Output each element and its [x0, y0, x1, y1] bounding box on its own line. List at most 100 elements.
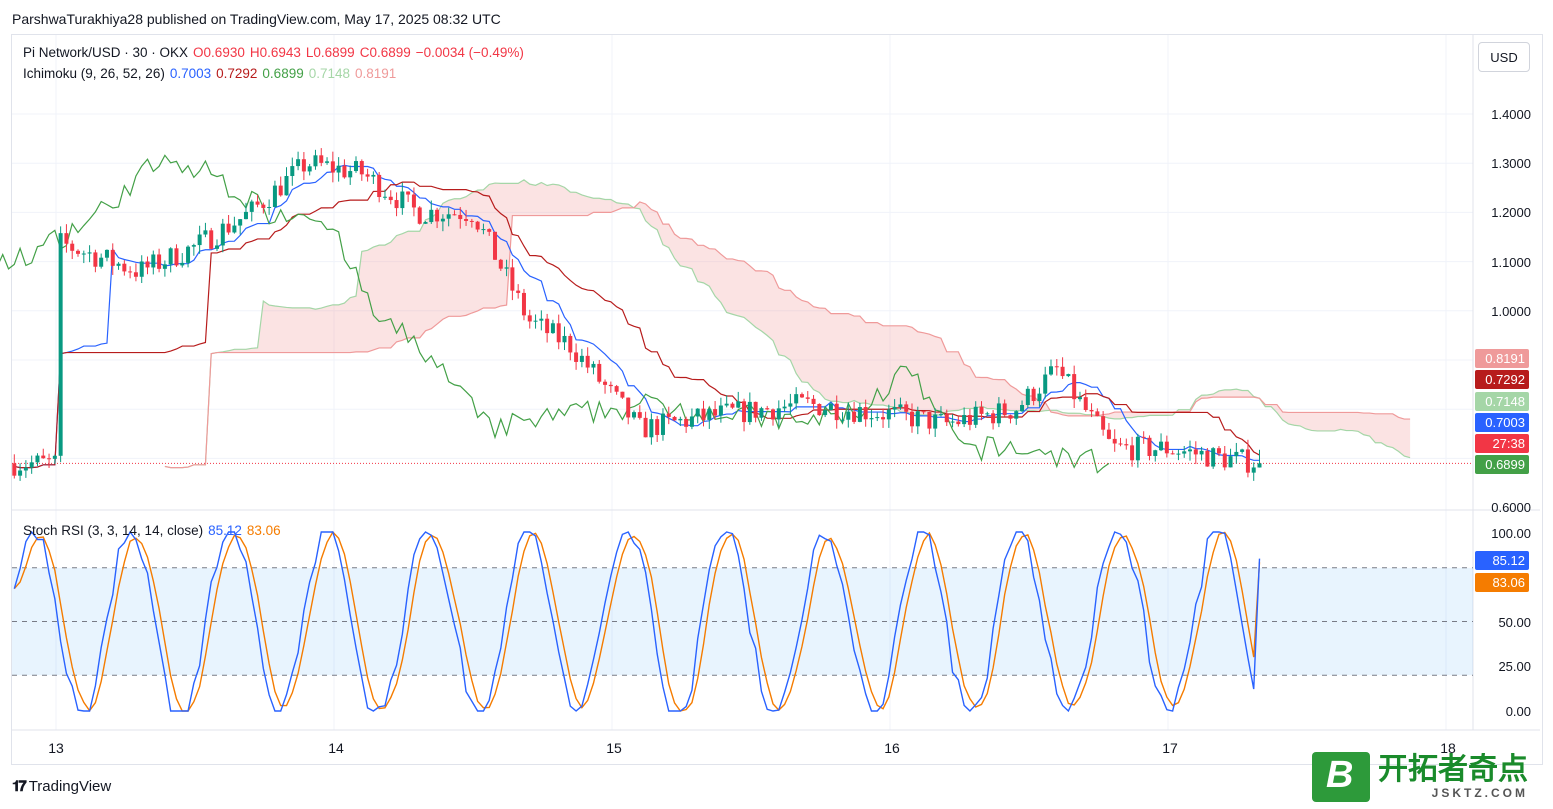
- candle-body: [1124, 444, 1129, 446]
- candle-body: [354, 161, 359, 172]
- candle-body: [973, 406, 978, 425]
- candle-body: [962, 415, 967, 425]
- candle-body: [1072, 374, 1077, 400]
- time-axis-label: 13: [48, 740, 64, 756]
- candle-body: [191, 245, 196, 247]
- candle-body: [186, 246, 191, 263]
- candle-body: [533, 320, 538, 322]
- candle-body: [110, 249, 115, 266]
- candle-body: [307, 166, 312, 172]
- candle-body: [1037, 393, 1042, 402]
- low-value: L0.6899: [305, 45, 355, 60]
- price-axis-label: 1.1000: [1491, 255, 1531, 270]
- candle-body: [1147, 437, 1152, 456]
- conversion-line: [14, 164, 1260, 469]
- candle-body: [406, 191, 411, 195]
- candle-body: [771, 409, 776, 420]
- symbol-label[interactable]: Pi Network/USD · 30 · OKX: [23, 45, 189, 60]
- chart-frame: [11, 34, 1543, 765]
- candle-body: [1153, 450, 1158, 456]
- candle-body: [104, 249, 109, 258]
- candle-body: [1106, 429, 1111, 439]
- candle-body: [938, 414, 943, 416]
- candle-body: [672, 416, 677, 421]
- candle-body: [1211, 448, 1216, 467]
- candle-body: [272, 185, 277, 208]
- conversion-price-tag: 0.7003: [1475, 413, 1529, 432]
- candle-body: [713, 409, 718, 416]
- candle-body: [1043, 374, 1048, 394]
- countdown-tag: 27:38: [1475, 434, 1529, 453]
- tradingview-logo[interactable]: 𝟏𝟕 TradingView: [12, 778, 111, 795]
- currency-button[interactable]: USD: [1478, 42, 1530, 72]
- candle-body: [423, 222, 428, 224]
- lagging-span: [0, 154, 1110, 474]
- candle-body: [921, 411, 926, 413]
- candle-body: [608, 384, 613, 387]
- candle-body: [464, 219, 469, 221]
- span-a-price-tag: 0.7148: [1475, 392, 1529, 411]
- base-line: [14, 181, 1260, 469]
- candle-body: [579, 355, 584, 362]
- span-b-line: [164, 201, 1411, 469]
- ichimoku-lagging-value: 0.6899: [262, 66, 304, 81]
- ichimoku-label[interactable]: Ichimoku (9, 26, 52, 26): [23, 66, 165, 81]
- candle-body: [689, 416, 694, 427]
- candle-body: [12, 463, 17, 476]
- candle-body: [296, 159, 301, 167]
- candle-body: [215, 245, 220, 249]
- candle-body: [944, 414, 949, 423]
- candle-body: [817, 403, 822, 416]
- candle-body: [284, 176, 289, 196]
- candle-body: [261, 204, 266, 208]
- candle-body: [1159, 441, 1164, 451]
- candle-body: [1199, 450, 1204, 455]
- candle-body: [174, 248, 179, 266]
- candle-body: [730, 403, 735, 408]
- candle-body: [1193, 449, 1198, 455]
- candle-body: [1066, 374, 1071, 377]
- candle-body: [348, 171, 353, 178]
- stoch-k-line: [13, 530, 1261, 713]
- candle-body: [927, 411, 932, 429]
- candle-body: [232, 225, 237, 233]
- candle-body: [892, 407, 897, 410]
- candle-body: [910, 411, 915, 427]
- candle-body: [475, 221, 480, 230]
- candle-body: [394, 200, 399, 209]
- time-axis-label: 17: [1162, 740, 1178, 756]
- candle-body: [805, 397, 810, 399]
- candle-body: [70, 243, 75, 251]
- candle-body: [603, 381, 608, 385]
- stoch-axis-label: 100.00: [1491, 526, 1531, 541]
- candle-body: [458, 214, 463, 220]
- candle-body: [197, 234, 202, 246]
- candle-body: [319, 155, 324, 163]
- ichimoku-conversion-value: 0.7003: [169, 66, 212, 81]
- candle-body: [116, 263, 121, 266]
- candle-body: [168, 248, 173, 265]
- stoch-label[interactable]: Stoch RSI (3, 3, 14, 14, close): [23, 523, 204, 538]
- candle-body: [869, 418, 874, 420]
- candle-body: [776, 408, 781, 420]
- candle-body: [278, 185, 283, 196]
- time-axis-label: 15: [606, 740, 622, 756]
- candle-body: [162, 264, 167, 269]
- candle-body: [93, 252, 98, 267]
- publish-line: ParshwaTurakhiya28 published on TradingV…: [12, 11, 501, 27]
- candle-body: [1118, 443, 1123, 445]
- candle-body: [504, 267, 509, 269]
- candle-body: [1216, 448, 1221, 454]
- candle-body: [493, 231, 498, 260]
- candle-body: [133, 272, 138, 277]
- candle-body: [76, 250, 81, 254]
- candle-body: [290, 166, 295, 177]
- candle-body: [18, 470, 23, 476]
- candle-body: [243, 211, 248, 220]
- candle-body: [23, 467, 28, 471]
- stoch-d-tag: 83.06: [1475, 573, 1529, 592]
- stoch-axis-label: 25.00: [1498, 659, 1531, 674]
- watermark-en: JSKTZ.COM: [1431, 786, 1528, 800]
- candle-body: [1014, 411, 1019, 419]
